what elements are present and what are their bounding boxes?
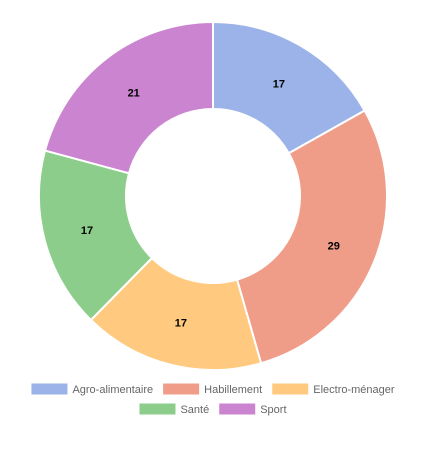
legend-label: Electro-ménager — [313, 384, 395, 396]
legend-label: Habillement — [204, 384, 262, 396]
legend-item-sante[interactable]: Santé — [139, 403, 209, 417]
data-label-sport: 21 — [128, 87, 140, 99]
slice-sport[interactable] — [43, 20, 214, 175]
legend-swatch — [272, 383, 309, 395]
legend-swatch — [139, 403, 176, 415]
slice-sante[interactable] — [38, 149, 154, 322]
data-labels-group: 17 29 17 17 21 — [81, 78, 340, 329]
legend-swatch — [31, 383, 68, 395]
slices-group — [38, 20, 388, 371]
slice-habillement[interactable] — [235, 109, 388, 365]
legend-item-sport[interactable]: Sport — [219, 403, 287, 417]
legend-item-agro-alimentaire[interactable]: Agro-alimentaire — [31, 383, 153, 397]
legend-item-habillement[interactable]: Habillement — [163, 383, 262, 397]
legend[interactable]: Agro-alimentaire Habillement Electro-ménag… — [31, 383, 395, 417]
legend-label: Agro-alimentaire — [72, 384, 153, 396]
legend-label: Santé — [180, 404, 209, 416]
data-label-agro-alimentaire: 17 — [273, 78, 285, 90]
slice-agro-alimentaire[interactable] — [212, 20, 366, 155]
slice-electro-menager[interactable] — [89, 256, 263, 371]
data-label-sante: 17 — [81, 225, 93, 237]
legend-swatch — [219, 403, 256, 415]
data-label-habillement: 29 — [328, 240, 340, 252]
legend-label: Sport — [260, 404, 286, 416]
legend-item-electro-menager[interactable]: Electro-ménager — [272, 383, 395, 397]
legend-swatch — [163, 383, 200, 395]
data-label-electro-menager: 17 — [175, 317, 187, 329]
